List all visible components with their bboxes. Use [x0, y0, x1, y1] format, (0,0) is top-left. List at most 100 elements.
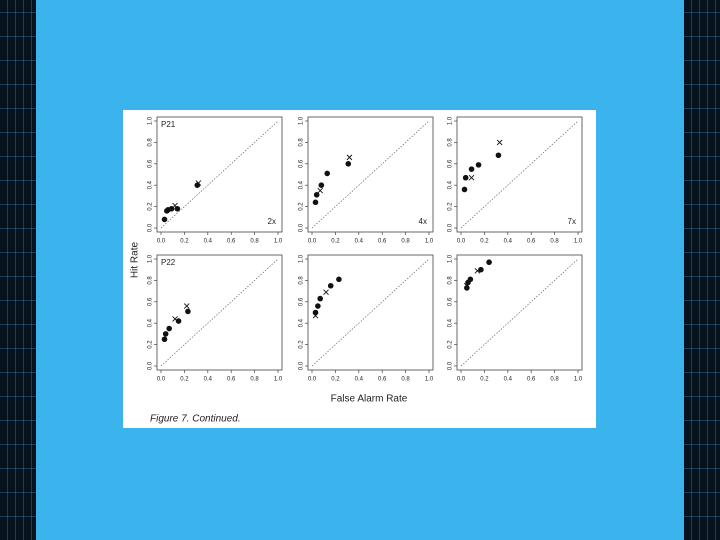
y-tick-label: 0.2 [299, 340, 305, 349]
dot-marker [467, 276, 474, 283]
dot-marker [461, 186, 468, 193]
caption: Figure 7. Continued. [150, 414, 241, 425]
x-tick-label: 0.6 [527, 377, 536, 383]
dot-marker [312, 309, 319, 316]
y-tick-label: 0.0 [299, 223, 305, 232]
plot-frame [156, 116, 283, 233]
y-tick-label: 0.8 [299, 276, 305, 285]
x-tick-label: 1.0 [425, 377, 434, 383]
circuit-border-right [684, 0, 720, 540]
plot-frame [456, 116, 583, 233]
y-tick-label: 0.4 [299, 180, 305, 189]
y-tick-label: 1.0 [148, 254, 154, 263]
x-tick-label: 0.4 [204, 239, 213, 245]
x-tick-label: 0.4 [204, 377, 213, 383]
plot-frame [456, 254, 583, 371]
dot-marker [166, 325, 172, 332]
dot-marker [495, 152, 502, 159]
dot-marker [464, 285, 470, 291]
panel-label: P21 [161, 120, 176, 129]
x-tick-label: 1.0 [274, 377, 283, 383]
diagonal-reference [311, 120, 430, 229]
dot-marker [327, 282, 334, 289]
dot-marker [315, 303, 321, 309]
y-tick-label: 0.4 [448, 180, 454, 189]
y-tick-label: 0.6 [148, 159, 154, 168]
x-marker-stroke [195, 180, 202, 186]
x-marker [464, 282, 470, 289]
x-marker [323, 289, 329, 295]
x-tick-label: 0.8 [250, 377, 259, 383]
plot-frame [307, 254, 434, 371]
y-tick-label: 1.0 [299, 116, 305, 125]
y-tick-label: 0.8 [299, 138, 305, 147]
y-tick-label: 0.0 [148, 223, 154, 232]
x-tick-label: 0.2 [331, 239, 340, 245]
x-tick-label: 0.6 [378, 377, 387, 383]
x-marker-stroke [172, 202, 178, 209]
figure-background [123, 110, 596, 428]
dot-marker [313, 192, 320, 198]
x-marker-stroke [183, 303, 190, 309]
diagonal-reference [160, 258, 279, 367]
dot-marker [317, 295, 323, 302]
y-tick-label: 0.8 [448, 276, 454, 285]
x-tick-label: 0.4 [504, 239, 513, 245]
x-marker-stroke [464, 282, 470, 289]
x-tick-label: 0.0 [157, 239, 166, 245]
y-tick-label: 0.0 [299, 361, 305, 370]
x-marker-stroke [312, 312, 319, 319]
x-marker-stroke [474, 267, 481, 274]
x-marker [346, 154, 353, 161]
panel-annotation: 7x [568, 217, 576, 226]
x-marker [468, 174, 475, 181]
y-axis-label: Hit Rate [130, 242, 141, 279]
panel-annotation: 4x [419, 217, 427, 226]
x-marker-stroke [346, 154, 353, 161]
dot-marker [312, 199, 319, 206]
x-tick-label: 1.0 [574, 377, 583, 383]
x-tick-label: 0.0 [457, 377, 466, 383]
y-tick-label: 0.8 [448, 138, 454, 147]
y-tick-label: 0.4 [299, 318, 305, 327]
x-tick-label: 0.6 [227, 377, 236, 383]
dot-marker [185, 308, 191, 315]
y-tick-label: 0.2 [148, 340, 154, 349]
y-tick-label: 0.2 [299, 202, 305, 211]
x-tick-label: 0.6 [378, 239, 387, 245]
diagonal-reference [460, 120, 579, 229]
x-marker [317, 187, 324, 194]
x-tick-label: 0.6 [527, 239, 536, 245]
dot-marker [161, 336, 168, 343]
dot-marker [345, 161, 352, 167]
x-marker-stroke [172, 316, 178, 322]
y-tick-label: 1.0 [148, 116, 154, 125]
dot-marker [486, 259, 492, 266]
x-marker [496, 139, 503, 146]
x-tick-label: 1.0 [274, 239, 283, 245]
x-tick-label: 0.0 [157, 377, 166, 383]
x-tick-label: 0.4 [504, 377, 513, 383]
x-tick-label: 1.0 [425, 239, 434, 245]
x-axis-label: False Alarm Rate [331, 394, 408, 405]
x-tick-label: 0.8 [550, 377, 559, 383]
y-tick-label: 0.6 [299, 297, 305, 306]
panel-annotation: 2x [268, 217, 276, 226]
x-tick-label: 0.2 [180, 377, 189, 383]
dot-marker [336, 276, 342, 283]
y-tick-label: 0.6 [448, 297, 454, 306]
x-tick-label: 0.8 [250, 239, 259, 245]
x-tick-label: 0.4 [355, 377, 364, 383]
dot-marker [324, 170, 331, 177]
panel-label: P22 [161, 258, 176, 267]
x-tick-label: 0.0 [308, 377, 317, 383]
y-tick-label: 1.0 [448, 116, 454, 125]
y-tick-label: 0.4 [148, 180, 154, 189]
y-tick-label: 0.0 [448, 223, 454, 232]
dot-marker [175, 318, 182, 324]
diagonal-reference [311, 258, 430, 367]
x-tick-label: 1.0 [574, 239, 583, 245]
x-tick-label: 0.2 [180, 239, 189, 245]
